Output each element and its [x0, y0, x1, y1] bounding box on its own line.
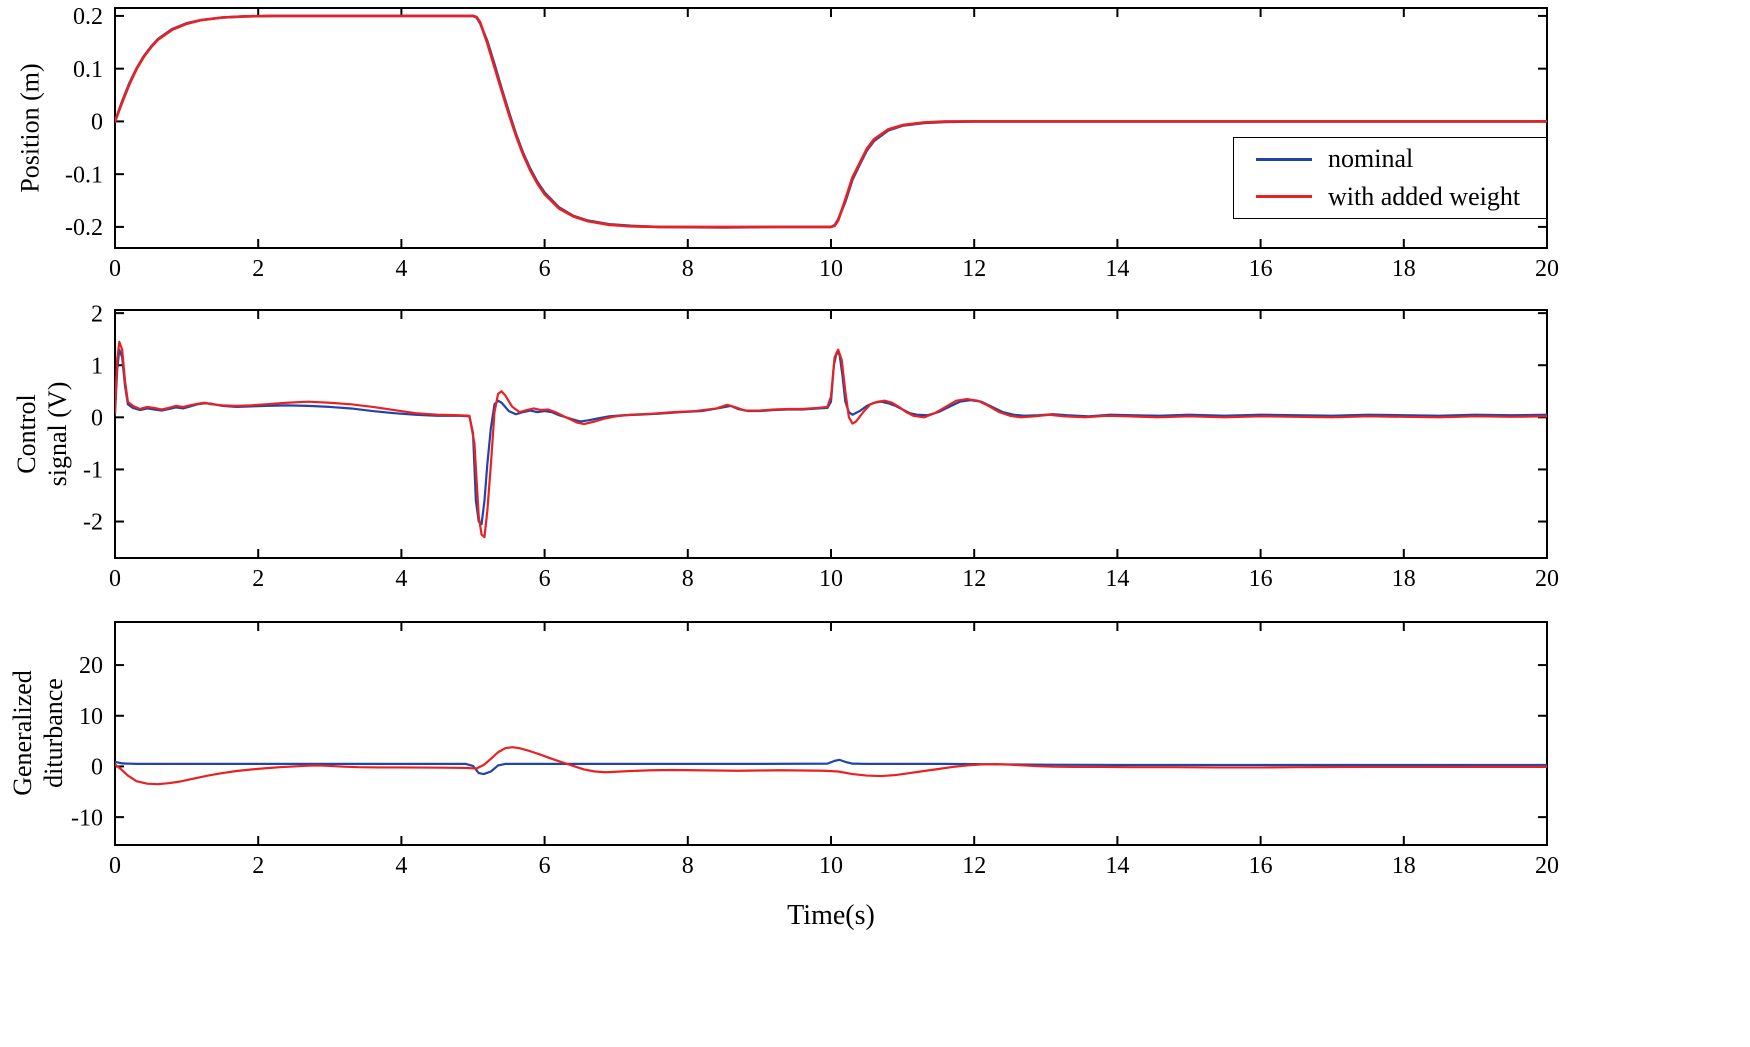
x-tick-label: 2 — [252, 853, 264, 879]
x-tick-label: 2 — [252, 566, 264, 592]
y-tick-label: 0.2 — [73, 4, 103, 30]
y-tick-label: 1 — [91, 353, 103, 379]
x-tick-label: 4 — [395, 853, 407, 879]
y-axis-label-disturbance-line2: diturbance — [39, 678, 68, 788]
y-tick-label: -10 — [71, 805, 103, 831]
x-tick-label: 8 — [682, 566, 694, 592]
y-tick-label: 10 — [79, 704, 103, 730]
x-tick-label: 0 — [109, 256, 121, 282]
series-line-nominal — [115, 758, 1547, 776]
x-tick-label: 18 — [1392, 256, 1416, 282]
y-tick-label: 0 — [91, 755, 103, 781]
y-tick-label: -1 — [83, 458, 103, 484]
series-line-with-added-weight — [115, 340, 1547, 539]
x-tick-label: 14 — [1105, 566, 1129, 592]
x-axis-title: Time(s) — [787, 900, 875, 931]
y-tick-label: 0 — [91, 110, 103, 136]
x-tick-label: 16 — [1249, 256, 1273, 282]
subplot-3-axes-box — [114, 621, 1548, 846]
x-tick-label: 20 — [1535, 566, 1559, 592]
legend-label-nominal: nominal — [1328, 144, 1414, 174]
x-tick-label: 4 — [395, 566, 407, 592]
x-tick-label: 10 — [819, 256, 843, 282]
y-tick-label: 0 — [91, 405, 103, 431]
x-tick-label: 12 — [962, 256, 986, 282]
series-line-with-added-weight — [115, 14, 1547, 229]
legend-box: nominal with added weight — [1233, 137, 1547, 219]
legend-label-with-added-weight: with added weight — [1328, 181, 1521, 211]
y-tick-label: -0.1 — [65, 162, 103, 188]
y-tick-label: -0.2 — [65, 215, 103, 241]
x-tick-label: 6 — [539, 566, 551, 592]
y-tick-label: 20 — [79, 653, 103, 679]
x-tick-label: 4 — [395, 256, 407, 282]
series-line-with-added-weight — [115, 746, 1547, 786]
x-tick-label: 10 — [819, 853, 843, 879]
x-tick-label: 8 — [682, 853, 694, 879]
y-tick-label: 0.1 — [73, 57, 103, 83]
y-tick-label: 2 — [91, 301, 103, 327]
x-tick-label: 20 — [1535, 256, 1559, 282]
x-tick-label: 14 — [1105, 256, 1129, 282]
x-tick-label: 8 — [682, 256, 694, 282]
x-tick-label: 0 — [109, 853, 121, 879]
x-tick-label: 18 — [1392, 853, 1416, 879]
y-axis-label-disturbance-line1: Generalized — [8, 670, 37, 796]
x-tick-label: 10 — [819, 566, 843, 592]
y-tick-label: -2 — [83, 510, 103, 536]
y-axis-label-position-text: Position (m) — [15, 63, 45, 193]
x-tick-label: 6 — [539, 256, 551, 282]
x-tick-label: 12 — [962, 853, 986, 879]
y-axis-label-control-line1: Control — [12, 394, 41, 474]
legend-entry-with-added-weight: with added weight — [1234, 179, 1546, 215]
x-tick-label: 0 — [109, 566, 121, 592]
x-tick-label: 6 — [539, 853, 551, 879]
x-tick-label: 20 — [1535, 853, 1559, 879]
x-tick-label: 18 — [1392, 566, 1416, 592]
nominal-line-swatch — [1256, 157, 1312, 161]
x-tick-label: 2 — [252, 256, 264, 282]
x-tick-label: 14 — [1105, 853, 1129, 879]
x-tick-label: 16 — [1249, 566, 1273, 592]
subplot-2-axes-box — [114, 309, 1548, 559]
y-axis-label-control-line2: signal (V) — [43, 381, 72, 487]
x-tick-label: 16 — [1249, 853, 1273, 879]
x-tick-label: 12 — [962, 566, 986, 592]
legend-entry-nominal: nominal — [1234, 141, 1546, 177]
subplot-1: 0 2 4 6 8 10 12 14 16 18 20 0.2 0.1 0 -0.1 -0.2 — [65, 4, 1559, 282]
with-added-weight-line-swatch — [1256, 195, 1312, 199]
